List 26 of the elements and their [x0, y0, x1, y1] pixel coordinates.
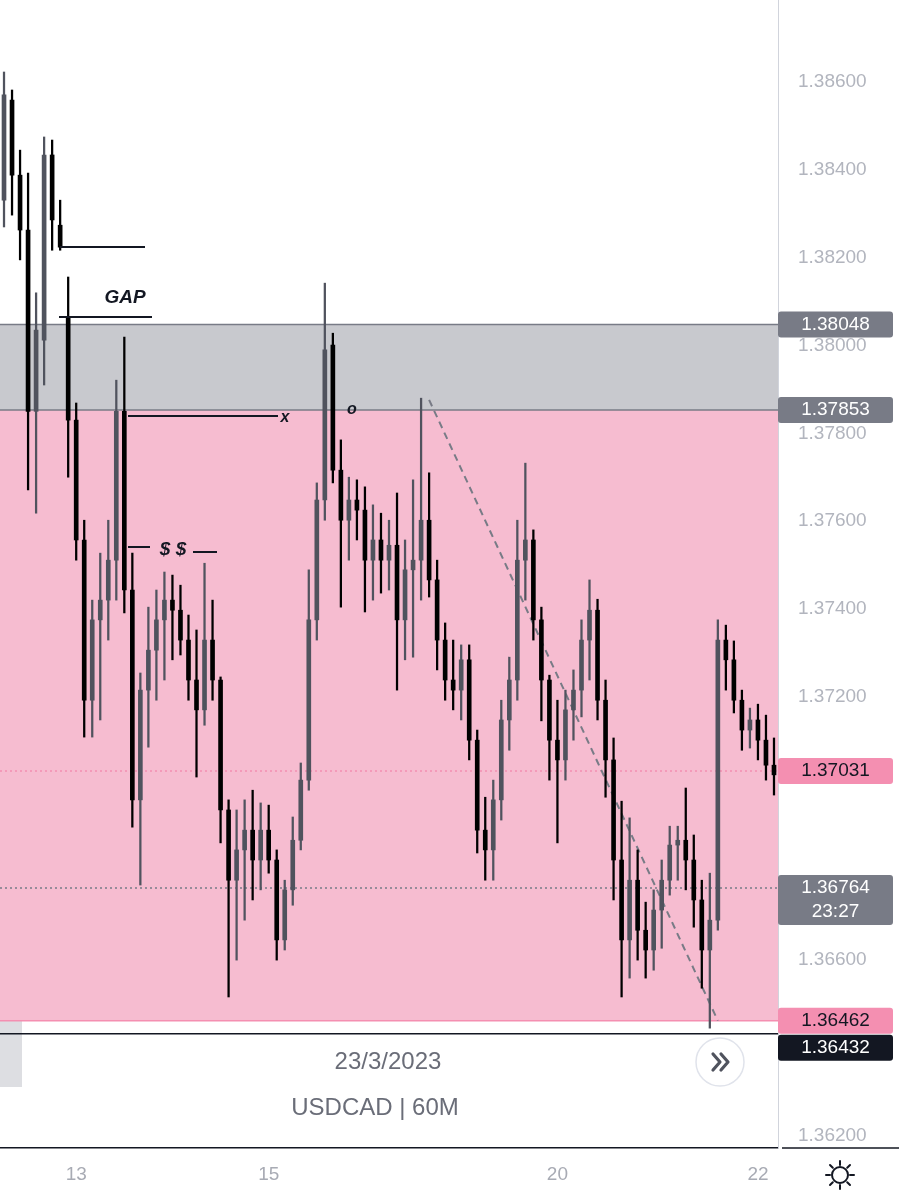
y-tick-label: 1.37200: [798, 684, 867, 706]
y-tick-label: 1.36600: [798, 948, 867, 970]
annotation: GAP: [104, 286, 146, 308]
ref-line-label: 1.37853: [801, 398, 870, 420]
annotation: $ $: [158, 538, 187, 560]
annotation: 23/3/2023: [334, 1046, 442, 1074]
ref-line-label: 1.36462: [801, 1008, 870, 1030]
annotation: x: [279, 408, 291, 426]
x-tick-label: 13: [65, 1162, 87, 1184]
x-tick-label: 15: [258, 1162, 280, 1184]
y-tick-label: 1.37400: [798, 597, 867, 619]
y-tick-label: 1.38000: [798, 333, 867, 355]
y-tick-label: 1.37600: [798, 509, 867, 531]
ref-line-label: 1.36432: [801, 1035, 870, 1057]
ref-line-label: 1.38048: [801, 312, 870, 334]
y-tick-label: 1.38400: [798, 158, 867, 180]
annotation: o: [347, 400, 358, 418]
annotation: USDCAD | 60M: [291, 1092, 459, 1120]
x-tick-label: 20: [546, 1162, 568, 1184]
ref-line-label: 1.37031: [801, 759, 870, 781]
y-tick-label: 1.37800: [798, 421, 867, 443]
x-tick-label: 22: [747, 1162, 769, 1184]
y-tick-label: 1.38200: [798, 245, 867, 267]
y-tick-label: 1.38600: [798, 70, 867, 92]
ref-line-label: 1.36764 23:27: [801, 876, 871, 922]
y-tick-label: 1.36200: [798, 1123, 867, 1145]
